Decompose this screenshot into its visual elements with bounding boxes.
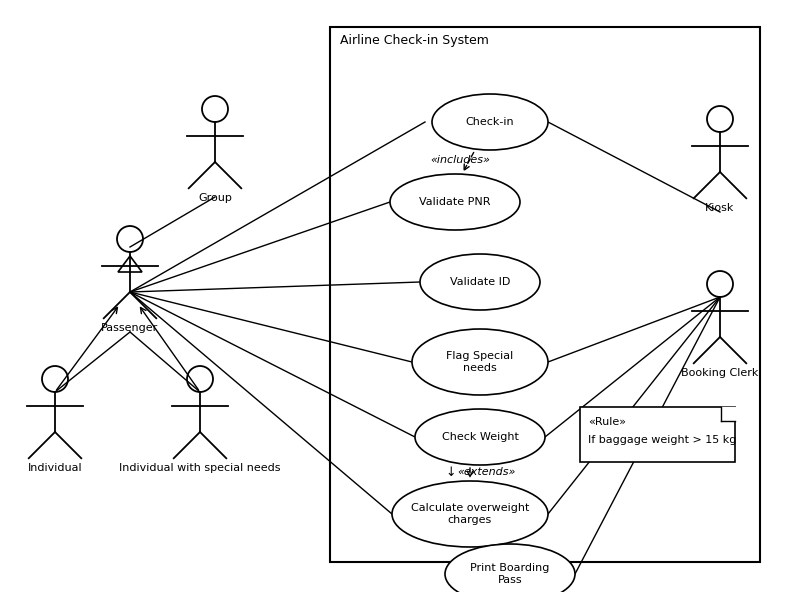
Text: Validate PNR: Validate PNR	[419, 197, 491, 207]
Ellipse shape	[432, 94, 548, 150]
Text: Airline Check-in System: Airline Check-in System	[340, 34, 489, 47]
Text: Validate ID: Validate ID	[450, 277, 510, 287]
Ellipse shape	[412, 329, 548, 395]
Text: «Rule»: «Rule»	[588, 417, 626, 427]
Bar	[330, 27, 760, 562]
Polygon shape	[721, 407, 735, 421]
Ellipse shape	[390, 174, 520, 230]
Text: Group: Group	[198, 193, 232, 203]
Bar	[580, 407, 735, 462]
Text: ↓: ↓	[445, 465, 455, 478]
Text: Check-in: Check-in	[466, 117, 514, 127]
Text: «extends»: «extends»	[457, 467, 516, 477]
Text: «includes»: «includes»	[430, 155, 490, 165]
Text: Print Boarding
Pass: Print Boarding Pass	[470, 563, 550, 585]
Text: Check Weight: Check Weight	[442, 432, 519, 442]
Ellipse shape	[392, 481, 548, 547]
Text: Individual with special needs: Individual with special needs	[120, 464, 280, 473]
Text: Passenger: Passenger	[101, 323, 158, 333]
Ellipse shape	[420, 254, 540, 310]
Text: Booking Clerk: Booking Clerk	[681, 368, 759, 378]
Text: If baggage weight > 15 kg: If baggage weight > 15 kg	[588, 435, 737, 445]
Text: Calculate overweight
charges: Calculate overweight charges	[411, 503, 529, 525]
Text: Flag Special
needs: Flag Special needs	[447, 351, 514, 373]
Text: Individual: Individual	[28, 464, 82, 473]
Ellipse shape	[445, 544, 575, 592]
Text: Kiosk: Kiosk	[706, 203, 735, 213]
Ellipse shape	[415, 409, 545, 465]
